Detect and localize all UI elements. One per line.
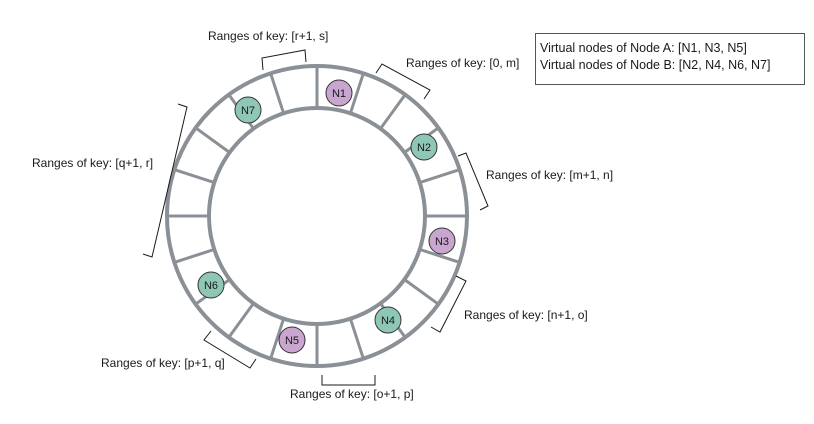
bracket-o-p xyxy=(321,375,376,386)
node-n5-label: N5 xyxy=(285,335,299,347)
node-n7-label: N7 xyxy=(241,105,255,117)
ring-divider xyxy=(403,278,440,306)
bracket-n-o xyxy=(430,275,467,333)
node-n3-label: N3 xyxy=(435,236,449,248)
node-n5: N5 xyxy=(278,326,306,354)
range-label-0-m: Ranges of key: [0, m] xyxy=(406,56,519,70)
node-n6: N6 xyxy=(197,271,225,299)
range-label-q-r: Ranges of key: [q+1, r] xyxy=(32,156,153,170)
range-brackets xyxy=(142,49,489,386)
range-label-r-s: Ranges of key: [r+1, s] xyxy=(208,29,328,43)
bracket-m-n xyxy=(457,152,489,211)
node-n3-circle xyxy=(428,227,456,255)
ring-divider xyxy=(379,93,407,130)
range-label-n-o: Ranges of key: [n+1, o] xyxy=(464,308,588,322)
ring-divider xyxy=(227,302,255,339)
node-n1-circle xyxy=(325,79,353,107)
range-labels: Ranges of key: [r+1, s] Ranges of key: [… xyxy=(32,29,613,401)
bracket-0-m xyxy=(375,63,431,100)
bracket-p-q xyxy=(203,330,257,369)
ring-divider xyxy=(348,318,365,360)
node-n2-circle xyxy=(410,133,438,161)
legend-node-a: Virtual nodes of Node A: [N1, N3, N5] xyxy=(540,41,747,55)
range-label-m-n: Ranges of key: [m+1, n] xyxy=(486,168,613,182)
ring-inner xyxy=(207,106,427,326)
ring-divider xyxy=(194,126,231,154)
node-n2-label: N2 xyxy=(417,142,431,154)
node-n5-circle xyxy=(278,326,306,354)
node-n1: N1 xyxy=(325,79,353,107)
legend-node-b: Virtual nodes of Node B: [N2, N4, N6, N7… xyxy=(540,58,771,72)
hash-ring xyxy=(165,64,469,368)
node-n4-circle xyxy=(374,306,402,334)
ring-divider xyxy=(269,72,286,114)
node-n2: N2 xyxy=(410,133,438,161)
range-label-o-p: Ranges of key: [o+1, p] xyxy=(290,387,414,401)
node-n6-label: N6 xyxy=(204,280,218,292)
ring-outer xyxy=(165,64,469,368)
node-n3: N3 xyxy=(428,227,456,255)
ring-divider xyxy=(419,168,461,185)
bracket-q-r xyxy=(142,103,188,258)
node-n4-label: N4 xyxy=(381,315,395,327)
node-n7: N7 xyxy=(234,96,262,124)
bracket-r-s xyxy=(261,49,307,71)
ring-divider xyxy=(419,247,461,264)
ring-divider xyxy=(269,318,286,360)
ring-divider xyxy=(348,72,365,114)
ring-divider xyxy=(173,168,215,185)
node-n4: N4 xyxy=(374,306,402,334)
virtual-nodes: N1 N2 N3 N4 N5 N6 N7 xyxy=(197,79,456,354)
node-n6-circle xyxy=(197,271,225,299)
ring-divider xyxy=(173,247,215,264)
range-label-p-q: Ranges of key: [p+1, q] xyxy=(101,356,225,370)
node-n1-label: N1 xyxy=(332,88,346,100)
node-n7-circle xyxy=(234,96,262,124)
legend-box: Virtual nodes of Node A: [N1, N3, N5] Vi… xyxy=(535,33,805,85)
